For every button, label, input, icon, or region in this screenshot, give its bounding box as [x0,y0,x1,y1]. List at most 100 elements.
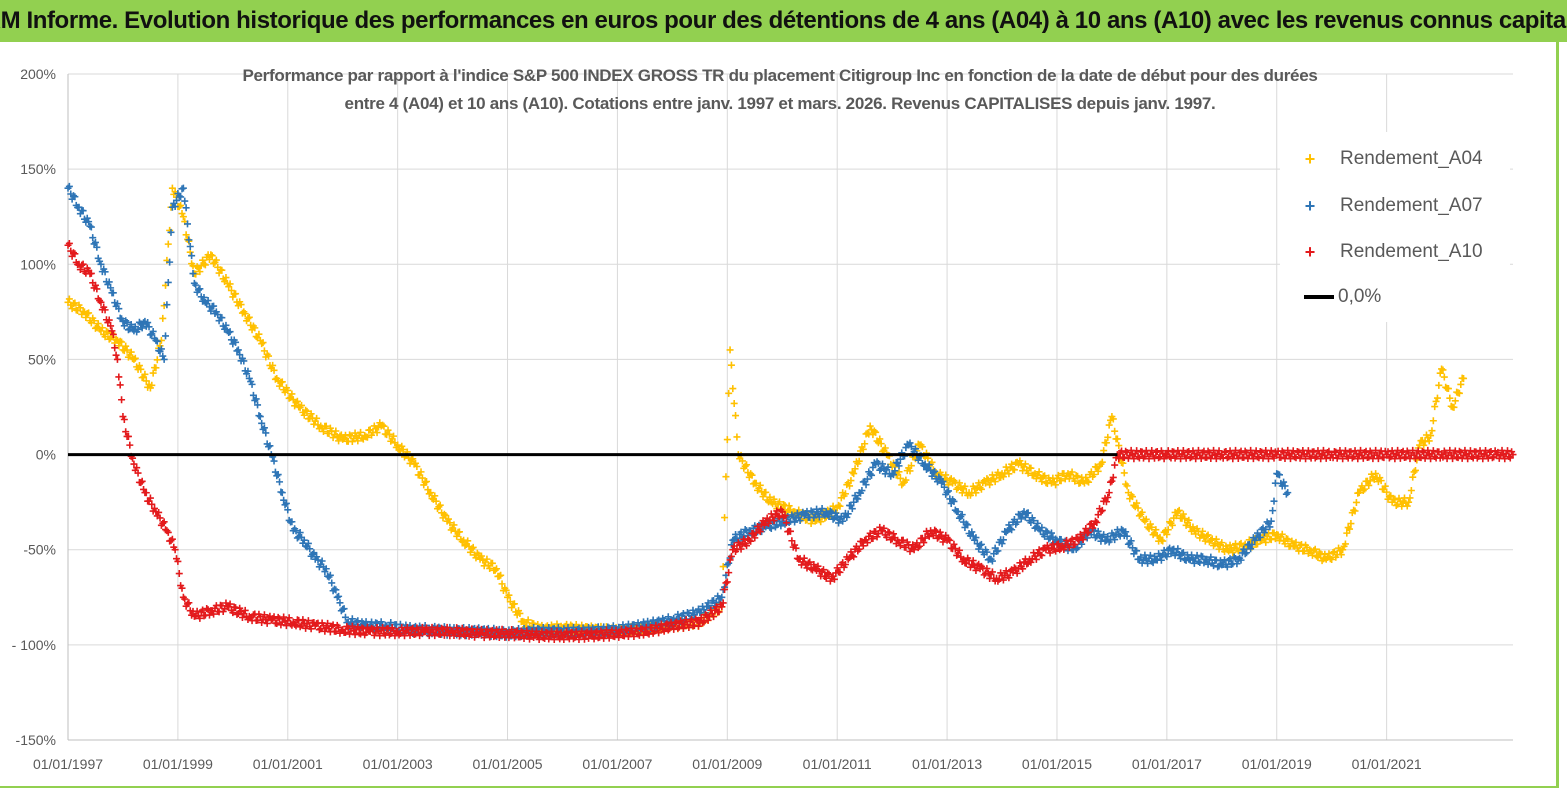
rendement-a04-fill-point [861,440,869,448]
rendement-a04-fill-point [1120,469,1128,477]
rendement-a04-fill-point [1435,381,1443,389]
rendement-a04-fill-point [491,566,499,574]
rendement-a07-fill-point [192,281,200,289]
rendement-a10-fill-point [726,556,734,564]
rendement-a10-fill-point [596,633,604,641]
rendement-a10-fill-point [951,545,959,553]
rendement-a04-fill-point [1102,439,1110,447]
rendement-a07-fill-point [244,367,252,375]
rendement-a04-fill-point [94,320,102,328]
rendement-a07-fill-point [328,579,336,587]
rendement-a04-fill-point [1425,437,1433,445]
rendement-a10-fill-point [226,600,234,608]
rendement-a07-fill-point [1005,521,1013,529]
rendement-a10-fill-point [760,521,768,529]
rendement-a04-fill-point [221,277,229,285]
rendement-a10-fill-point [1347,448,1355,456]
rendement-a10-fill-point [712,603,720,611]
rendement-a04-fill-point [1135,512,1143,520]
rendement-a07-point [234,346,242,354]
rendement-a07-fill-point [1024,509,1032,517]
rendement-a07-fill-point [1030,517,1038,525]
rendement-a10-fill-point [1166,453,1174,461]
rendement-a10-fill-point [759,517,767,525]
rendement-a07-fill-point [796,517,804,525]
rendement-a10-fill-point [1504,447,1512,455]
rendement-a04-fill-point [1440,373,1448,381]
rendement-a10-fill-point [883,533,891,541]
rendement-a07-fill-point [270,457,278,465]
rendement-a04-fill-point [488,559,496,567]
rendement-a10-fill-point [107,322,115,330]
rendement-a04-fill-point [1352,498,1360,506]
rendement-a10-fill-point [78,261,86,269]
x-tick-label: 01/01/2017 [1132,756,1202,772]
rendement-a10-fill-point [1506,454,1514,462]
rendement-a07-fill-point [204,297,212,305]
rendement-a07-fill-point [127,320,135,328]
rendement-a07-fill-point [1269,507,1277,515]
rendement-a07-fill-point [1207,553,1215,561]
rendement-a07-fill-point [260,424,268,432]
rendement-a10-fill-point [583,628,591,636]
rendement-a04-fill-point [1381,482,1389,490]
y-tick-label: 200% [20,66,56,82]
rendement-a04-fill-point [1201,537,1209,545]
rendement-a07-fill-point [178,185,186,193]
rendement-a04-point [866,422,874,430]
rendement-a04-fill-point [1090,471,1098,479]
rendement-a07-fill-point [1031,524,1039,532]
rendement-a04-fill-point [846,482,854,490]
rendement-a10-fill-point [508,626,516,634]
rendement-a10-fill-point [944,535,952,543]
rendement-a04-fill-point [870,427,878,435]
rendement-a04-fill-point [519,617,527,625]
rendement-a04-fill-point [1052,481,1060,489]
rendement-a04-fill-point [284,386,292,394]
rendement-a10-fill-point [1398,448,1406,456]
rendement-a04-fill-point [178,210,186,218]
rendement-a07-fill-point [1045,535,1053,543]
rendement-a07-fill-point [1127,537,1135,545]
rendement-a10-fill-point [79,260,87,268]
rendement-a10-fill-point [833,564,841,572]
rendement-a07-fill-point [890,471,898,479]
rendement-a10-fill-point [931,526,939,534]
rendement-a10-fill-point [727,552,735,560]
rendement-a07-fill-point [159,352,167,360]
rendement-a10-fill-point [662,621,670,629]
rendement-a04-fill-point [391,439,399,447]
rendement-a10-fill-point [788,537,796,545]
rendement-a04-fill-point [1085,478,1093,486]
rendement-a10-fill-point [1203,453,1211,461]
rendement-a04-fill-point [1284,535,1292,543]
rendement-a04-fill-point [1313,552,1321,560]
rendement-a04-fill-point [115,342,123,350]
rendement-a04-fill-point [1104,433,1112,441]
rendement-a04-fill-point [1134,504,1142,512]
rendement-a07-fill-point [255,412,263,420]
rendement-a10-fill-point [1472,448,1480,456]
rendement-a07-fill-point [277,488,285,496]
rendement-a04-fill-point [1166,518,1174,526]
rendement-a10-fill-point [582,629,590,637]
rendement-a04-point [1438,365,1446,373]
rendement-a04-fill-point [1222,542,1230,550]
rendement-a10-fill-point [580,635,588,643]
rendement-a10-fill-point [1085,528,1093,536]
rendement-a10-fill-point [1032,555,1040,563]
rendement-a07-fill-point [863,475,871,483]
rendement-a07-fill-point [844,510,852,518]
rendement-a04-fill-point [251,324,259,332]
rendement-a07-fill-point [998,540,1006,548]
rendement-a07-fill-point [1256,533,1264,541]
rendement-a10-fill-point [1286,455,1294,463]
rendement-a10-fill-point [71,250,79,258]
rendement-a10-fill-point [76,266,84,274]
rendement-a04-fill-point [961,482,969,490]
rendement-a10-fill-point [348,622,356,630]
rendement-a10-fill-point [1357,446,1365,454]
rendement-a04-fill-point [1123,482,1131,490]
rendement-a10-fill-point [916,542,924,550]
rendement-a07-fill-point [964,521,972,529]
